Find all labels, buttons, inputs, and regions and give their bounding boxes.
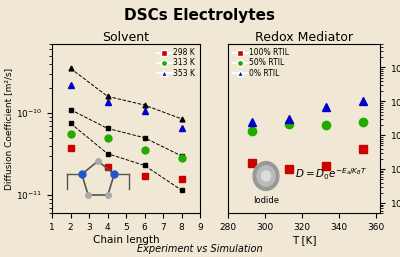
Text: DSCs Electrolytes: DSCs Electrolytes — [124, 8, 276, 23]
X-axis label: T [K]: T [K] — [292, 235, 316, 245]
Circle shape — [253, 162, 279, 190]
Text: Iodide: Iodide — [253, 196, 279, 205]
Title: Redox Mediator: Redox Mediator — [255, 31, 353, 44]
Text: Experiment vs Simulation: Experiment vs Simulation — [137, 244, 263, 254]
Legend: 298 K, 313 K, 353 K: 298 K, 313 K, 353 K — [156, 48, 196, 78]
Title: Solvent: Solvent — [102, 31, 150, 44]
Legend: 100% RTIL, 50% RTIL, 0% RTIL: 100% RTIL, 50% RTIL, 0% RTIL — [232, 48, 290, 78]
X-axis label: Chain length: Chain length — [93, 235, 159, 245]
Text: $D = D_0e^{-E_a/K_BT}$: $D = D_0e^{-E_a/K_BT}$ — [295, 167, 367, 182]
Circle shape — [262, 171, 270, 181]
Y-axis label: Diffusion Coefficient [m²/s]: Diffusion Coefficient [m²/s] — [4, 67, 13, 190]
Circle shape — [257, 166, 275, 186]
